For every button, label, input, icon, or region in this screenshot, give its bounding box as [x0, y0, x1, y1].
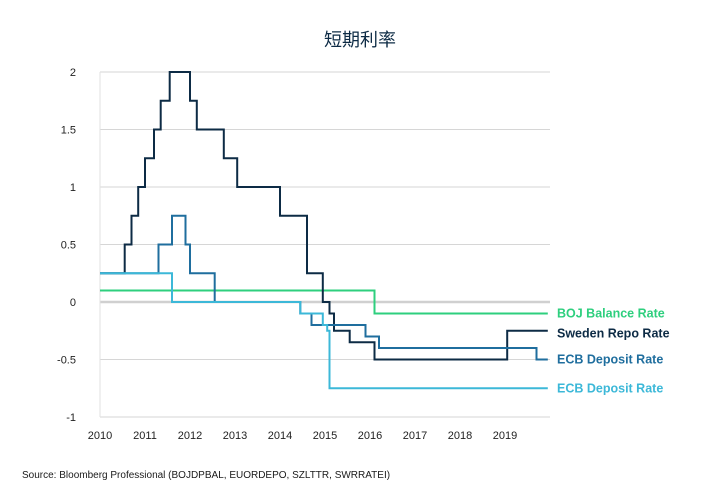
x-tick-label: 2015: [313, 430, 337, 442]
y-tick-label: 1.5: [61, 125, 76, 137]
source-note: Source: Bloomberg Professional (BOJDPBAL…: [22, 470, 390, 481]
series-line-0: [100, 289, 548, 315]
series-line-2: [100, 214, 548, 361]
legend-label-0: BOJ Balance Rate: [557, 307, 665, 321]
y-tick-label: -1: [66, 412, 76, 424]
x-tick-label: 2012: [178, 430, 202, 442]
y-tick-label: 1: [70, 182, 76, 194]
x-tick-label: 2017: [403, 430, 427, 442]
x-tick-label: 2013: [223, 430, 247, 442]
x-tick-label: 2010: [88, 430, 112, 442]
y-tick-label: 0.5: [61, 240, 76, 252]
series-line-1: [100, 71, 548, 361]
x-tick-label: 2011: [133, 430, 157, 442]
y-axis: 2 1.5 1 0.5 0 -0.5 -1: [57, 67, 101, 424]
series-lines: [100, 71, 548, 390]
x-tick-label: 2018: [448, 430, 472, 442]
legend-label-2: ECB Deposit Rate: [557, 353, 663, 367]
x-tick-label: 2014: [268, 430, 292, 442]
legend: BOJ Balance Rate Sweden Repo Rate ECB Depo…: [557, 307, 670, 396]
chart-title: 短期利率: [324, 30, 396, 51]
x-tick-label: 2019: [493, 430, 517, 442]
y-tick-label: 0: [70, 297, 76, 309]
legend-label-1: Sweden Repo Rate: [557, 327, 670, 341]
x-axis: 2010 2011 2012 2013 2014 2015 2016 2017 2018 2019: [88, 430, 517, 442]
y-tick-label: -0.5: [57, 355, 76, 367]
x-tick-label: 2016: [358, 430, 382, 442]
legend-label-3: ECB Deposit Rate: [557, 381, 663, 395]
y-tick-label: 2: [70, 67, 76, 79]
series-line-3: [100, 272, 548, 390]
